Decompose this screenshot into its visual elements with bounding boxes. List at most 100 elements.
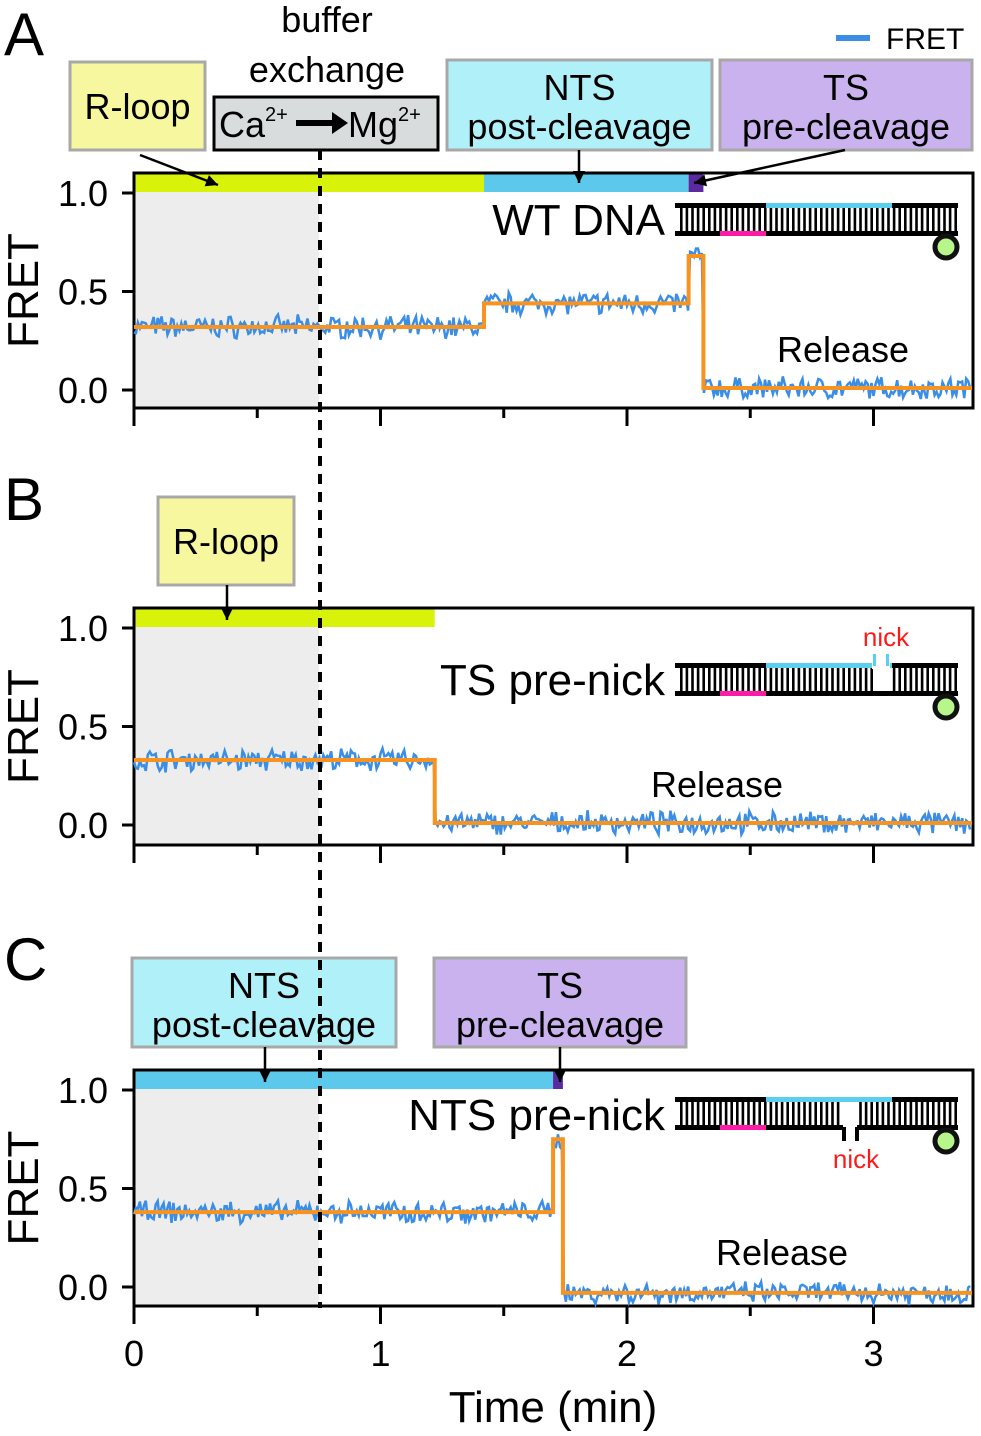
dna-base-pair [764, 206, 767, 233]
dna-base-pair [831, 206, 834, 233]
nick-end [873, 654, 876, 666]
dna-base-pair [932, 666, 935, 693]
dna-base-pair [758, 206, 761, 233]
dna-base-pair [926, 666, 929, 693]
state-label-box [68, 60, 207, 152]
y-tick-label: 1.0 [58, 173, 108, 214]
state-label-line2: pre-cleavage [742, 106, 950, 147]
state-bar-r-loop [134, 173, 485, 192]
pointer-arrowhead-icon [554, 1070, 566, 1082]
dna-base-pair [769, 206, 773, 233]
panel-letter: C [4, 926, 47, 993]
dna-base-pair [898, 1100, 901, 1127]
pointer-arrowhead-icon [259, 1070, 271, 1082]
dna-base-pair [943, 1100, 946, 1127]
dna-base-pair [736, 206, 739, 233]
dna-base-pair [752, 666, 756, 693]
dna-base-pair [904, 206, 907, 233]
dna-base-pair [786, 1100, 789, 1127]
dna-target-strand-segment [766, 203, 892, 208]
dna-base-pair [764, 666, 767, 693]
state-label-line2: post-cleavage [152, 1004, 376, 1045]
dna-base-pair [708, 1100, 711, 1127]
dna-base-pair [708, 206, 711, 233]
dna-base-pair [775, 1100, 778, 1127]
state-label-line2: pre-cleavage [456, 1004, 664, 1045]
dna-base-pair [820, 1100, 823, 1127]
state-label-line1: NTS [544, 67, 616, 108]
dna-base-pair [870, 666, 873, 693]
state-label-line1: TS [823, 67, 869, 108]
ca-buffer-shade [134, 173, 319, 408]
release-label: Release [716, 1232, 848, 1273]
dna-base-pair [792, 666, 795, 693]
dna-base-pair [864, 1100, 868, 1127]
dna-base-pair [904, 666, 907, 693]
dna-base-pair [909, 206, 913, 233]
condition-label: NTS pre-nick [408, 1091, 666, 1140]
dna-base-pair [937, 1100, 941, 1127]
dna-base-pair [881, 206, 885, 233]
state-label-box [130, 956, 398, 1049]
dna-base-pair [752, 206, 756, 233]
state-label-box [432, 956, 688, 1049]
buffer-exchange-from: Ca2+ [219, 104, 288, 145]
dna-base-pair [702, 666, 705, 693]
dna-target-strand-segment [766, 663, 892, 668]
dna-base-pair [780, 1100, 784, 1127]
dna-base-pair [820, 666, 823, 693]
dna-base-pair [831, 666, 834, 693]
dna-base-pair [730, 206, 733, 233]
fret-trace-line [132, 744, 972, 839]
dna-base-pair [926, 1100, 929, 1127]
dna-base-pair [713, 206, 717, 233]
dna-base-pair [803, 206, 806, 233]
state-label-line1: NTS [228, 965, 300, 1006]
dna-base-pair [747, 666, 750, 693]
y-axis-label: FRET [0, 233, 48, 348]
dna-base-pair [797, 206, 801, 233]
dna-base-pair [808, 206, 812, 233]
dna-base-pair [792, 206, 795, 233]
dna-base-pair [853, 206, 857, 233]
x-tick-label: 0 [124, 1333, 144, 1374]
dna-base-pair [943, 206, 946, 233]
dna-base-pair [758, 1100, 761, 1127]
dna-base-pair [825, 206, 829, 233]
dna-base-pair [680, 1100, 683, 1127]
y-axis-label: FRET [0, 669, 48, 784]
dna-base-pair [915, 206, 918, 233]
dna-base-pair [876, 1100, 879, 1127]
dna-base-pair [915, 1100, 918, 1127]
dna-base-pair [820, 206, 823, 233]
dna-base-pair [769, 666, 773, 693]
dna-base-pair [808, 666, 812, 693]
dna-base-pair [870, 1100, 873, 1127]
dna-base-pair [780, 206, 784, 233]
dna-base-pair [909, 1100, 913, 1127]
state-bar-r-loop [134, 608, 435, 627]
dna-base-pair [797, 1100, 801, 1127]
dna-base-pair [680, 206, 683, 233]
state-label: R-loop [173, 521, 279, 562]
dna-base-pair [702, 1100, 705, 1127]
y-tick-label: 0.0 [58, 1267, 108, 1308]
state-bar-ts-pre-cleavage [553, 1070, 563, 1089]
dna-base-pair [814, 666, 817, 693]
dna-base-pair [853, 666, 857, 693]
dna-base-pair [859, 1100, 862, 1127]
dna-base-pair [724, 666, 728, 693]
dna-base-pair [724, 206, 728, 233]
dna-base-pair [892, 1100, 896, 1127]
dna-base-pair [954, 666, 957, 693]
dna-base-pair [786, 206, 789, 233]
dna-base-pair [719, 206, 722, 233]
dna-base-pair [909, 666, 913, 693]
pointer-arrow-icon [693, 148, 846, 185]
nick-label: nick [863, 622, 910, 652]
state-label-box [156, 495, 296, 587]
dna-base-pair [764, 1100, 767, 1127]
dna-base-pair [786, 666, 789, 693]
